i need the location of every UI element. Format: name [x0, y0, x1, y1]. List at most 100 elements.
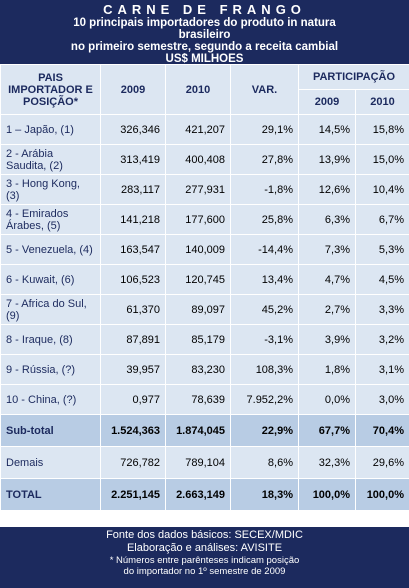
value-cell: 177,600	[165, 204, 231, 235]
value-cell: 283,117	[100, 174, 166, 205]
value-cell: 85,179	[165, 324, 231, 355]
footer: Fonte dos dados básicos: SECEX/MDIC Elabo…	[0, 527, 409, 588]
value-cell: 789,104	[165, 446, 231, 479]
table-row: 10 - China, (?) 0,977 78,639 7.952,2% 0,0% 3,…	[0, 384, 409, 415]
value-cell: 27,8%	[230, 144, 299, 175]
table-row: TOTAL 2.251,145 2.663,149 18,3% 100,0% 100,0%	[0, 478, 409, 511]
value-cell: 25,8%	[230, 204, 299, 235]
country-cell: Sub-total	[0, 414, 101, 447]
value-cell: 78,639	[165, 384, 231, 415]
country-cell: 4 - Emirados Árabes, (5)	[0, 204, 101, 235]
value-cell: 3,1%	[355, 354, 409, 385]
value-cell: 29,1%	[230, 114, 299, 145]
value-cell: 141,218	[100, 204, 166, 235]
col-header: PAIS IMPORTADOR E POSIÇÃO*	[0, 64, 101, 115]
table-row: 1 – Japão, (1) 326,346 421,207 29,1% 14,5% 15…	[0, 114, 409, 145]
value-cell: 0,0%	[298, 384, 356, 415]
value-cell: 39,957	[100, 354, 166, 385]
value-cell: 15,0%	[355, 144, 409, 175]
footer-line: Fonte dos dados básicos: SECEX/MDIC	[106, 529, 303, 541]
value-cell: 106,523	[100, 264, 166, 295]
value-cell: 1.874,045	[165, 414, 231, 447]
table-row: 5 - Venezuela, (4) 163,547 140,009 -14,4% 7,…	[0, 234, 409, 265]
value-cell: 70,4%	[355, 414, 409, 447]
value-cell: 5,3%	[355, 234, 409, 265]
value-cell: 0,977	[100, 384, 166, 415]
value-cell: 421,207	[165, 114, 231, 145]
col-header: 2009	[100, 64, 166, 115]
value-cell: 6,7%	[355, 204, 409, 235]
value-cell: 313,419	[100, 144, 166, 175]
value-cell: 12,6%	[298, 174, 356, 205]
table-row: Sub-total 1.524,363 1.874,045 22,9% 67,7% 70,…	[0, 414, 409, 447]
subtitle-line: US$ MILHOES	[165, 53, 244, 65]
country-cell: 1 – Japão, (1)	[0, 114, 101, 145]
value-cell: 108,3%	[230, 354, 299, 385]
value-cell: 2.251,145	[100, 478, 166, 511]
value-cell: 67,7%	[298, 414, 356, 447]
subtitle-line: 10 principais importadores do produto in…	[73, 17, 336, 29]
table-row: 2 - Arábia Saudita, (2) 313,419 400,408 27,…	[0, 144, 409, 175]
country-cell: Demais	[0, 446, 101, 479]
value-cell: 4,5%	[355, 264, 409, 295]
value-cell: 14,5%	[298, 114, 356, 145]
col-header: VAR.	[230, 64, 299, 115]
value-cell: 83,230	[165, 354, 231, 385]
value-cell: 32,3%	[298, 446, 356, 479]
subtitle-line: no primeiro semestre, segundo a receita …	[70, 41, 339, 53]
country-cell: 7 - Africa do Sul, (9)	[0, 294, 101, 325]
value-cell: 3,3%	[355, 294, 409, 325]
footer-line: do importador no 1º semestre de 2009	[123, 566, 286, 577]
value-cell: 18,3%	[230, 478, 299, 511]
value-cell: 6,3%	[298, 204, 356, 235]
value-cell: 15,8%	[355, 114, 409, 145]
footer-line: * Números entre parênteses indicam posiç…	[109, 555, 300, 566]
value-cell: 4,7%	[298, 264, 356, 295]
table-row: 6 - Kuwait, (6) 106,523 120,745 13,4% 4,7% 4,…	[0, 264, 409, 295]
value-cell: 7.952,2%	[230, 384, 299, 415]
col-header: 2009	[298, 89, 356, 115]
table-row: 7 - Africa do Sul, (9) 61,370 89,097 45,2% 2…	[0, 294, 409, 325]
value-cell: 29,6%	[355, 446, 409, 479]
country-cell: 2 - Arábia Saudita, (2)	[0, 144, 101, 175]
value-cell: 2,7%	[298, 294, 356, 325]
table-body: 1 – Japão, (1) 326,346 421,207 29,1% 14,5% 15…	[0, 114, 409, 511]
value-cell: 100,0%	[298, 478, 356, 511]
country-cell: 3 - Hong Kong, (3)	[0, 174, 101, 205]
country-cell: 10 - China, (?)	[0, 384, 101, 415]
value-cell: 89,097	[165, 294, 231, 325]
value-cell: 163,547	[100, 234, 166, 265]
value-cell: 61,370	[100, 294, 166, 325]
value-cell: -1,8%	[230, 174, 299, 205]
col-header: 2010	[355, 89, 409, 115]
table-row: 9 - Rússia, (?) 39,957 83,230 108,3% 1,8% 3,1…	[0, 354, 409, 385]
value-cell: 120,745	[165, 264, 231, 295]
value-cell: 140,009	[165, 234, 231, 265]
country-cell: 5 - Venezuela, (4)	[0, 234, 101, 265]
value-cell: 87,891	[100, 324, 166, 355]
value-cell: 45,2%	[230, 294, 299, 325]
table-row: 4 - Emirados Árabes, (5) 141,218 177,600 25…	[0, 204, 409, 235]
value-cell: 1,8%	[298, 354, 356, 385]
table-row: 8 - Iraque, (8) 87,891 85,179 -3,1% 3,9% 3,2%	[0, 324, 409, 355]
country-cell: 8 - Iraque, (8)	[0, 324, 101, 355]
value-cell: 2.663,149	[165, 478, 231, 511]
col-header: 2010	[165, 64, 231, 115]
country-cell: 6 - Kuwait, (6)	[0, 264, 101, 295]
value-cell: 13,9%	[298, 144, 356, 175]
value-cell: -14,4%	[230, 234, 299, 265]
value-cell: 277,931	[165, 174, 231, 205]
value-cell: 100,0%	[355, 478, 409, 511]
value-cell: -3,1%	[230, 324, 299, 355]
value-cell: 22,9%	[230, 414, 299, 447]
title: CARNE DE FRANGO	[103, 2, 306, 17]
country-cell: 9 - Rússia, (?)	[0, 354, 101, 385]
country-cell: TOTAL	[0, 478, 101, 511]
value-cell: 3,2%	[355, 324, 409, 355]
value-cell: 400,408	[165, 144, 231, 175]
value-cell: 10,4%	[355, 174, 409, 205]
data-table: PAIS IMPORTADOR E POSIÇÃO* 2009 2010 VAR…	[0, 64, 409, 511]
value-cell: 726,782	[100, 446, 166, 479]
header: CARNE DE FRANGO 10 principais importador…	[0, 0, 409, 65]
